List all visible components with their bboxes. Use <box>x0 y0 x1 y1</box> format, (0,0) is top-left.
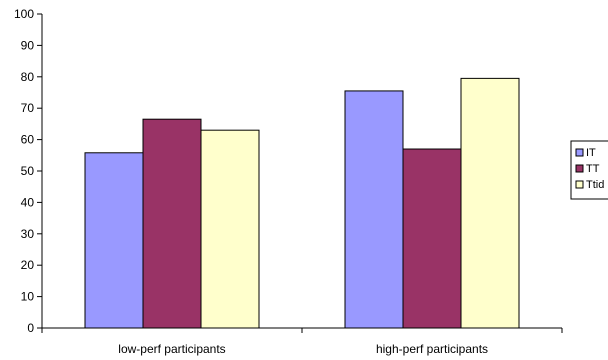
bars <box>84 77 520 329</box>
y-tick-label: 60 <box>21 133 35 147</box>
x-axis: low-perf participants high-perf participa… <box>41 327 563 356</box>
y-tick-label: 70 <box>21 101 35 115</box>
bar-tt-low-perf <box>142 118 202 329</box>
legend-label-tt: TT <box>586 163 600 175</box>
legend-swatch-it <box>575 148 584 157</box>
y-tick-label: 80 <box>21 70 35 84</box>
bar-it-high-perf <box>344 90 404 329</box>
bar-it-low-perf <box>84 152 144 329</box>
y-tick-label: 90 <box>21 38 35 52</box>
x-category-label: high-perf participants <box>376 342 488 356</box>
legend-swatch-tt <box>575 164 584 173</box>
x-category-label: low-perf participants <box>118 342 225 356</box>
y-tick-label: 40 <box>21 195 35 209</box>
legend-label-ttid: Ttid <box>586 179 604 191</box>
legend: IT TT Ttid <box>570 140 608 200</box>
bar-tt-high-perf <box>402 148 462 329</box>
y-tick-label: 100 <box>14 7 34 21</box>
y-tick-label: 30 <box>21 227 35 241</box>
legend-label-it: IT <box>586 147 596 159</box>
legend-swatch-ttid <box>575 180 584 189</box>
bar-ttid-low-perf <box>200 129 260 329</box>
y-tick-label: 10 <box>21 290 35 304</box>
y-tick-label: 50 <box>21 164 35 178</box>
y-tick-label: 0 <box>27 321 34 335</box>
y-tick-label: 20 <box>21 258 35 272</box>
bar-ttid-high-perf <box>460 77 520 329</box>
y-axis: 0 10 20 30 40 50 60 70 80 90 100 <box>14 7 43 335</box>
